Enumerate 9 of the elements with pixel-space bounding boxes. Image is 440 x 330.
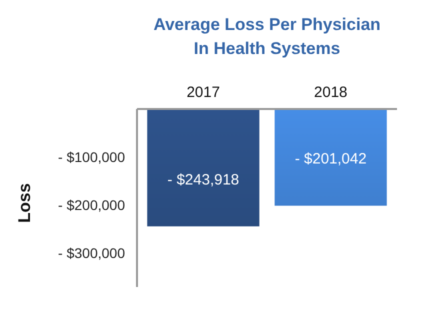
y-tick-label: - $100,000 (58, 149, 126, 166)
chart-title: Average Loss Per Physician In Health Systems (153, 15, 381, 58)
y-tick-label: - $200,000 (58, 197, 126, 214)
x-tick-label: 2017 (186, 84, 220, 101)
x-tick-label: 2018 (314, 84, 348, 101)
y-axis-title: Loss (15, 183, 34, 223)
data-label: - $243,918 (167, 171, 240, 188)
data-label: - $201,042 (294, 150, 367, 168)
y-tick-label: - $300,000 (58, 245, 126, 262)
